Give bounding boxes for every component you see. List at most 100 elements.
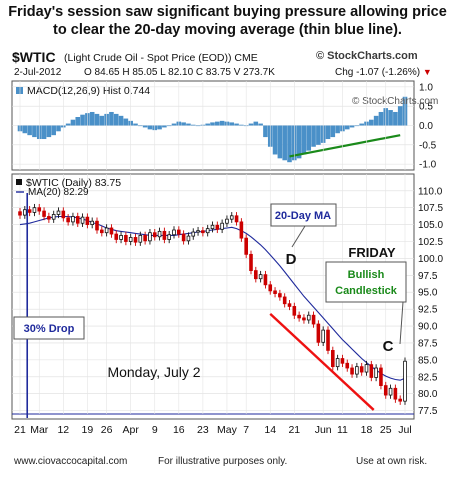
footer-risk: Use at own risk. (356, 456, 428, 467)
candle-body (292, 306, 297, 316)
candle-body (229, 215, 234, 220)
price-y-tick-label: 105.0 (418, 220, 443, 231)
headline-line-2: to clear the 20-day moving average (thin… (53, 22, 402, 38)
ma-callout-pointer (291, 225, 306, 248)
security-name: (Light Crude Oil - Spot Price (EOD)) CME (64, 52, 258, 64)
candle-body (254, 270, 258, 280)
candle-body (215, 224, 220, 230)
x-tick-label: Mar (30, 424, 49, 436)
candle-body (383, 385, 388, 396)
macd-bar (186, 123, 191, 126)
macd-bar (162, 125, 167, 128)
macd-bar (70, 119, 76, 126)
ticker-symbol: $WTIC (12, 49, 56, 65)
macd-bar (113, 113, 119, 126)
macd-bar (147, 125, 153, 130)
macd-bar (94, 113, 100, 126)
x-tick-label: 18 (361, 424, 373, 436)
price-y-tick-label: 95.0 (418, 288, 438, 299)
macd-bar (393, 111, 398, 126)
drop-label: 30% Drop (24, 323, 75, 335)
price-y-tick-label: 102.5 (418, 237, 443, 248)
macd-legend-text: MACD(12,26,9) Hist 0.744 (27, 85, 150, 97)
headline-line-1: Friday's session saw significant buying … (8, 4, 447, 20)
footer-note: For illustrative purposes only. (158, 456, 288, 467)
candle-body (331, 350, 335, 368)
headline: Friday's session saw significant buying … (0, 3, 455, 39)
candle-body (225, 218, 229, 224)
x-tick-label: Jul (398, 424, 411, 436)
x-tick-label: 19 (82, 424, 94, 436)
candle-body (100, 229, 104, 234)
price-gridlines (12, 190, 414, 411)
candle-body (104, 227, 109, 234)
candle-body (56, 210, 61, 215)
price-y-tick-label: 100.0 (418, 254, 443, 265)
macd-bar (157, 125, 162, 130)
candle-body (61, 210, 66, 219)
macd-bar (142, 125, 148, 128)
macd-y-tick-label: 0.5 (419, 102, 433, 113)
candle-body (191, 231, 196, 237)
quote-change: Chg -1.07 (-1.26%) ▼ (335, 67, 432, 78)
candle-body (364, 364, 369, 373)
candle-body (210, 224, 215, 230)
x-tick-label: 11 (337, 424, 348, 436)
macd-bar (181, 122, 186, 126)
price-legend-text: $WTIC (Daily) 83.75 (26, 177, 121, 189)
macd-y-tick-label: -1.0 (419, 160, 437, 171)
macd-bar (41, 125, 47, 140)
x-tick-label: 12 (57, 424, 69, 436)
macd-bar (215, 121, 220, 126)
price-legend-swatch (16, 179, 22, 185)
macd-bar (330, 125, 336, 138)
candle-body (306, 314, 311, 321)
candle-body (181, 233, 186, 242)
macd-bar (210, 122, 215, 126)
price-y-tick-label: 87.5 (418, 338, 438, 349)
x-tick-label: 9 (152, 424, 158, 436)
macd-bar (354, 125, 360, 127)
ma-legend-text: MA(20) 82.29 (28, 187, 89, 198)
macd-bar (133, 123, 138, 126)
candle-body (75, 216, 80, 224)
macd-bar (248, 123, 254, 126)
macd-bar (239, 124, 244, 126)
candle-body (177, 229, 181, 235)
macd-bar (282, 125, 287, 161)
macd-bar (359, 123, 364, 126)
friday-label: FRIDAY (348, 245, 396, 260)
candle-body (42, 210, 46, 217)
x-tick-label: 21 (288, 424, 300, 436)
macd-bar (325, 125, 331, 140)
price-candles (18, 203, 407, 405)
macd-bar (296, 125, 302, 159)
candle-body (95, 220, 99, 231)
macd-bar (118, 115, 124, 126)
candle-body (239, 221, 244, 239)
macd-bar (138, 125, 143, 127)
price-y-tick-label: 80.0 (418, 389, 438, 400)
candle-body (287, 303, 292, 307)
candle-body (37, 207, 42, 212)
macd-bar (234, 123, 239, 126)
ma-callout-label: 20-Day MA (275, 210, 331, 222)
candlestick-callout-label: Bullish Candlestick (335, 269, 398, 297)
candle-body (234, 215, 239, 223)
macd-legend: MACD(12,26,9) Hist 0.744 (16, 85, 150, 97)
macd-bar (51, 125, 56, 136)
macd-bar (123, 118, 129, 126)
candle-body (186, 235, 191, 242)
candle-body (316, 323, 321, 343)
macd-bar (166, 125, 172, 127)
macd-bar (219, 120, 225, 126)
macd-bar (89, 111, 95, 126)
candle-body (128, 237, 133, 242)
candle-body (196, 230, 200, 233)
quote-values: O 84.65 H 85.05 L 82.10 C 83.75 V 273.7K (84, 67, 275, 78)
candle-body (18, 211, 22, 216)
candle-body (90, 220, 94, 225)
candle-body (27, 209, 32, 213)
macd-bar (344, 125, 350, 130)
macd-bar (80, 114, 85, 126)
